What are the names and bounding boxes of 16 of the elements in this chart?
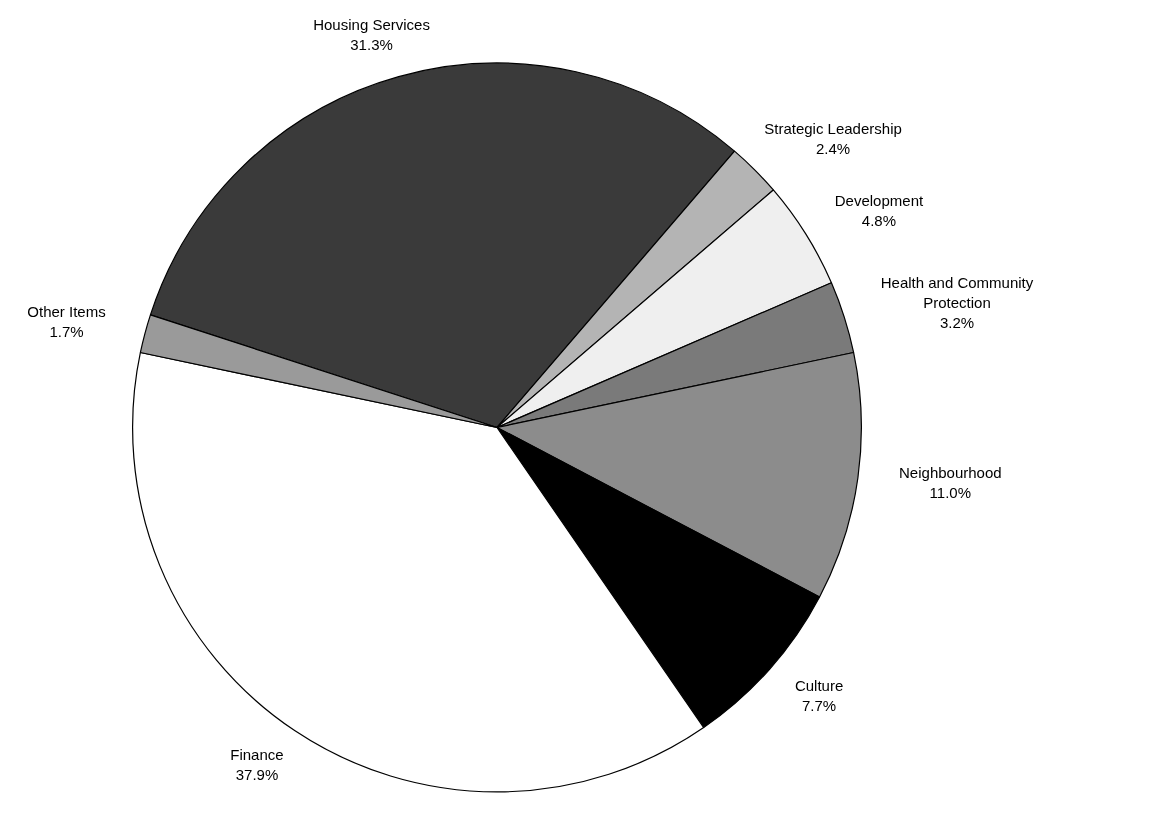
- data-label: 1.7%: [49, 322, 84, 340]
- data-label: 11.0%: [929, 483, 972, 501]
- data-label: 2.4%: [815, 140, 851, 158]
- slice-label: Strategic Leadership: [764, 120, 902, 138]
- slice-label: Development: [834, 192, 924, 210]
- data-label: 3.2%: [939, 314, 975, 332]
- slice-label: Culture: [794, 677, 844, 695]
- slice-label: Health and Community Protection: [880, 274, 1034, 312]
- slice-label: Neighbourhood: [899, 463, 1002, 481]
- data-label: 37.9%: [235, 765, 279, 783]
- data-label: 7.7%: [801, 697, 837, 715]
- slice-label: Housing Services: [313, 16, 430, 34]
- data-label: 4.8%: [861, 212, 897, 230]
- slice-label: Finance: [230, 745, 284, 763]
- slice-label: Other Items: [27, 302, 106, 320]
- data-label: 31.3%: [350, 36, 393, 54]
